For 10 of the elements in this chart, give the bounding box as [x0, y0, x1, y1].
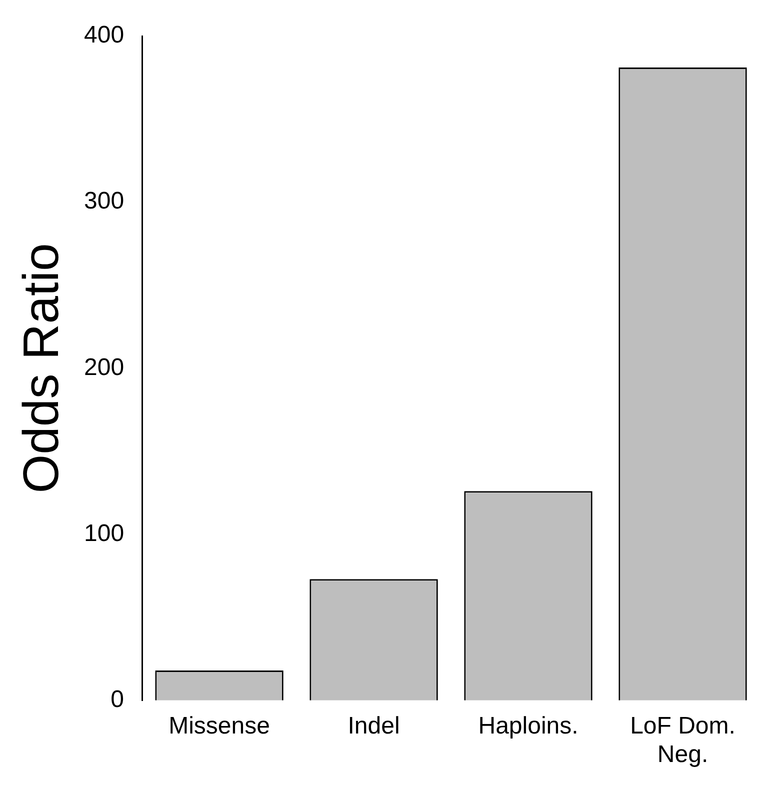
y-tick-label: 200	[84, 354, 124, 381]
y-tick-label: 400	[84, 22, 124, 49]
x-tick-label: Haploins.	[478, 712, 578, 740]
y-tick-label: 300	[84, 188, 124, 215]
x-tick-label: Missense	[168, 712, 270, 740]
x-tick-label: LoF Dom. Neg.	[630, 712, 736, 768]
y-axis-title: Odds Ratio	[12, 243, 69, 494]
x-tick-label: Indel	[348, 712, 400, 740]
y-tick-label: 0	[110, 686, 124, 714]
y-tick-label: 100	[84, 520, 124, 547]
